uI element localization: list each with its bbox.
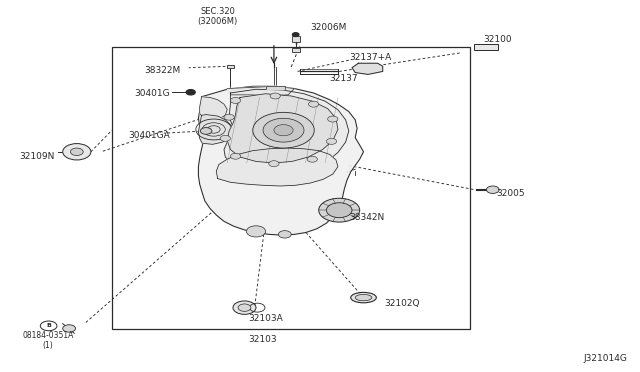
Circle shape bbox=[292, 33, 299, 36]
Circle shape bbox=[270, 93, 280, 99]
Text: 32006M: 32006M bbox=[310, 23, 347, 32]
Polygon shape bbox=[198, 115, 232, 144]
Text: SEC.320
(32006M): SEC.320 (32006M) bbox=[198, 7, 237, 26]
Circle shape bbox=[269, 161, 279, 167]
Circle shape bbox=[253, 112, 314, 148]
Circle shape bbox=[307, 156, 317, 162]
Circle shape bbox=[63, 144, 91, 160]
Circle shape bbox=[319, 198, 360, 222]
Text: 32100: 32100 bbox=[483, 35, 512, 44]
Circle shape bbox=[328, 116, 338, 122]
Polygon shape bbox=[227, 94, 338, 163]
Polygon shape bbox=[266, 86, 285, 89]
Bar bbox=[292, 48, 300, 52]
Circle shape bbox=[63, 325, 76, 332]
Text: 30401GA: 30401GA bbox=[128, 131, 170, 140]
Polygon shape bbox=[352, 63, 383, 74]
Text: 32137: 32137 bbox=[330, 74, 358, 83]
Text: J321014G: J321014G bbox=[583, 354, 627, 363]
Polygon shape bbox=[200, 97, 227, 120]
Circle shape bbox=[220, 135, 230, 141]
Bar bbox=[292, 36, 300, 42]
Circle shape bbox=[274, 125, 293, 136]
Text: 32109N: 32109N bbox=[19, 152, 54, 161]
Circle shape bbox=[238, 304, 251, 311]
Bar bbox=[227, 65, 234, 68]
Ellipse shape bbox=[355, 295, 372, 301]
Polygon shape bbox=[216, 148, 338, 186]
Circle shape bbox=[70, 148, 83, 155]
Circle shape bbox=[246, 226, 266, 237]
Text: 38322M: 38322M bbox=[144, 66, 180, 75]
Circle shape bbox=[278, 231, 291, 238]
Polygon shape bbox=[224, 89, 349, 175]
Circle shape bbox=[326, 138, 337, 144]
Circle shape bbox=[308, 101, 319, 107]
Text: 32103: 32103 bbox=[248, 335, 277, 344]
Text: 32103A: 32103A bbox=[248, 314, 283, 323]
Text: B: B bbox=[46, 323, 51, 328]
Circle shape bbox=[326, 203, 352, 218]
Circle shape bbox=[224, 114, 234, 120]
Circle shape bbox=[233, 301, 256, 314]
Text: 38342N: 38342N bbox=[349, 213, 384, 222]
Text: 32137+A: 32137+A bbox=[349, 53, 391, 62]
Text: 30401G: 30401G bbox=[134, 89, 170, 97]
Circle shape bbox=[200, 128, 212, 134]
Polygon shape bbox=[198, 86, 364, 235]
Text: 32005: 32005 bbox=[496, 189, 525, 198]
Bar bbox=[112, 46, 470, 329]
Circle shape bbox=[486, 186, 499, 193]
Ellipse shape bbox=[351, 292, 376, 303]
Text: 08184-0351A
(1): 08184-0351A (1) bbox=[22, 331, 74, 350]
Circle shape bbox=[263, 118, 304, 142]
Bar bbox=[474, 44, 498, 50]
Circle shape bbox=[230, 153, 241, 159]
Polygon shape bbox=[227, 86, 294, 95]
Text: 32102Q: 32102Q bbox=[384, 299, 419, 308]
Circle shape bbox=[230, 97, 241, 103]
Circle shape bbox=[186, 90, 195, 95]
